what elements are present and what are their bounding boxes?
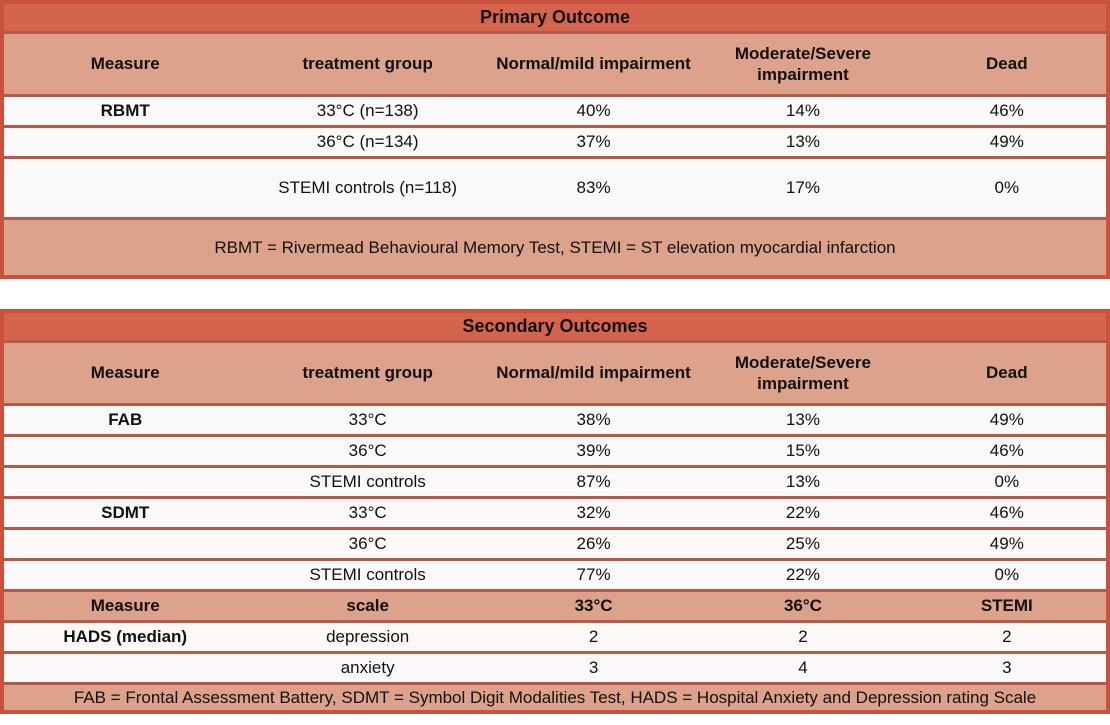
table-cell: 14% (785, 101, 820, 121)
table-cell: depression (326, 627, 410, 647)
table-cell (4, 159, 246, 217)
table-row: SDMT 33°C 32% 22% 46% (4, 496, 1106, 527)
table-cell: 39% (576, 441, 611, 461)
table-cell: 36°C (n=134) (316, 132, 419, 152)
table-cell: 49% (989, 534, 1024, 554)
table-row: RBMT 33°C (n=138) 40% 14% 46% (4, 94, 1106, 125)
table-cell: 33°C (348, 503, 387, 523)
sub-header-cell: STEMI (980, 596, 1033, 616)
table-cell: 22% (785, 565, 820, 585)
table-cell: 46% (989, 503, 1024, 523)
table-row: STEMI controls (n=118) 83% 17% 0% (4, 156, 1106, 217)
table-cell: 0% (994, 565, 1020, 585)
table-cell: 17% (785, 178, 820, 198)
table-row: 36°C (n=134) 37% 13% 49% (4, 125, 1106, 156)
table-cell: 40% (576, 101, 611, 121)
sub-header-cell: Measure (90, 596, 160, 616)
table-cell: 87% (576, 472, 611, 492)
table-cell: 33°C (n=138) (316, 101, 419, 121)
table-cell: 77% (576, 565, 611, 585)
table-footnote: FAB = Frontal Assessment Battery, SDMT =… (4, 682, 1106, 710)
table-cell: HADS (median) (63, 627, 188, 647)
header-cell: Dead (986, 54, 1028, 74)
table-cell: STEMI controls (309, 565, 426, 585)
sub-header-cell: scale (346, 596, 389, 616)
header-cell: treatment group (302, 363, 433, 383)
table-body: RBMT 33°C (n=138) 40% 14% 46% 36°C (n=134) 37%… (4, 94, 1106, 217)
table-cell: 46% (989, 101, 1024, 121)
table-cell: FAB (108, 410, 143, 430)
table-cell: 37% (576, 132, 611, 152)
header-cell: Measure (90, 54, 160, 74)
table-cell: 0% (994, 178, 1020, 198)
table-cell: 49% (989, 132, 1024, 152)
table-cell: STEMI controls (309, 472, 426, 492)
table-cell: 13% (785, 472, 820, 492)
table-footnote: RBMT = Rivermead Behavioural Memory Test… (4, 217, 1106, 275)
table-cell (4, 654, 246, 682)
table-cell: 2 (588, 627, 599, 647)
table-row: 36°C 39% 15% 46% (4, 434, 1106, 465)
table-cell: 36°C (348, 441, 387, 461)
table-header-row: Measure treatment group Normal/mild impair… (4, 31, 1106, 94)
table-cell: 26% (576, 534, 611, 554)
table-row: HADS (median) depression 2 2 2 (4, 620, 1106, 651)
table-cell: 38% (576, 410, 611, 430)
table-row: STEMI controls 87% 13% 0% (4, 465, 1106, 496)
sub-header-cell: 36°C (783, 596, 822, 616)
table-cell (4, 561, 246, 589)
header-cell: Moderate/Severe impairment (734, 43, 871, 84)
table-cell: STEMI controls (n=118) (278, 178, 458, 198)
table-cell: 4 (798, 658, 808, 678)
table-cell: 22% (785, 503, 820, 523)
header-cell: Normal/mild impairment (496, 363, 691, 383)
table-cell (4, 437, 246, 465)
table-cell: anxiety (340, 658, 395, 678)
table-cell: 13% (785, 132, 820, 152)
sub-header-cell: 33°C (574, 596, 613, 616)
table-cell: SDMT (101, 503, 150, 523)
table-title: Secondary Outcomes (4, 313, 1106, 340)
header-cell: Normal/mild impairment (496, 54, 691, 74)
table-cell: 2 (1002, 627, 1012, 647)
table-cell: 32% (576, 503, 611, 523)
header-cell: Measure (90, 363, 160, 383)
table-cell: 46% (989, 441, 1024, 461)
table-body: FAB 33°C 38% 13% 49% 36°C 39% 15% 46% STEMI contr… (4, 403, 1106, 682)
table-row: anxiety 3 4 3 (4, 651, 1106, 682)
table-cell (4, 468, 246, 496)
header-cell: Dead (986, 363, 1028, 383)
table-cell: 0% (994, 472, 1020, 492)
table-row: 36°C 26% 25% 49% (4, 527, 1106, 558)
primary-outcome-table: Primary Outcome Measure treatment group No… (0, 0, 1110, 279)
table-title: Primary Outcome (4, 4, 1106, 31)
table-cell: 3 (588, 658, 599, 678)
table-row: STEMI controls 77% 22% 0% (4, 558, 1106, 589)
table-cell: 25% (785, 534, 820, 554)
table-cell: RBMT (100, 101, 150, 121)
table-cell: 2 (798, 627, 808, 647)
table-cell (4, 128, 246, 156)
header-cell: treatment group (302, 54, 433, 74)
sub-header-row: Measure scale 33°C 36°C STEMI (4, 589, 1106, 620)
header-cell: Moderate/Severe impairment (734, 352, 871, 393)
table-cell: 3 (1002, 658, 1012, 678)
table-cell: 33°C (348, 410, 387, 430)
table-cell: 49% (989, 410, 1024, 430)
table-cell: 15% (785, 441, 820, 461)
table-cell: 36°C (348, 534, 387, 554)
table-cell: 83% (576, 178, 611, 198)
table-row: FAB 33°C 38% 13% 49% (4, 403, 1106, 434)
table-header-row: Measure treatment group Normal/mild impair… (4, 340, 1106, 403)
table-cell (4, 530, 246, 558)
secondary-outcomes-table: Secondary Outcomes Measure treatment grou… (0, 309, 1110, 714)
table-cell: 13% (785, 410, 820, 430)
